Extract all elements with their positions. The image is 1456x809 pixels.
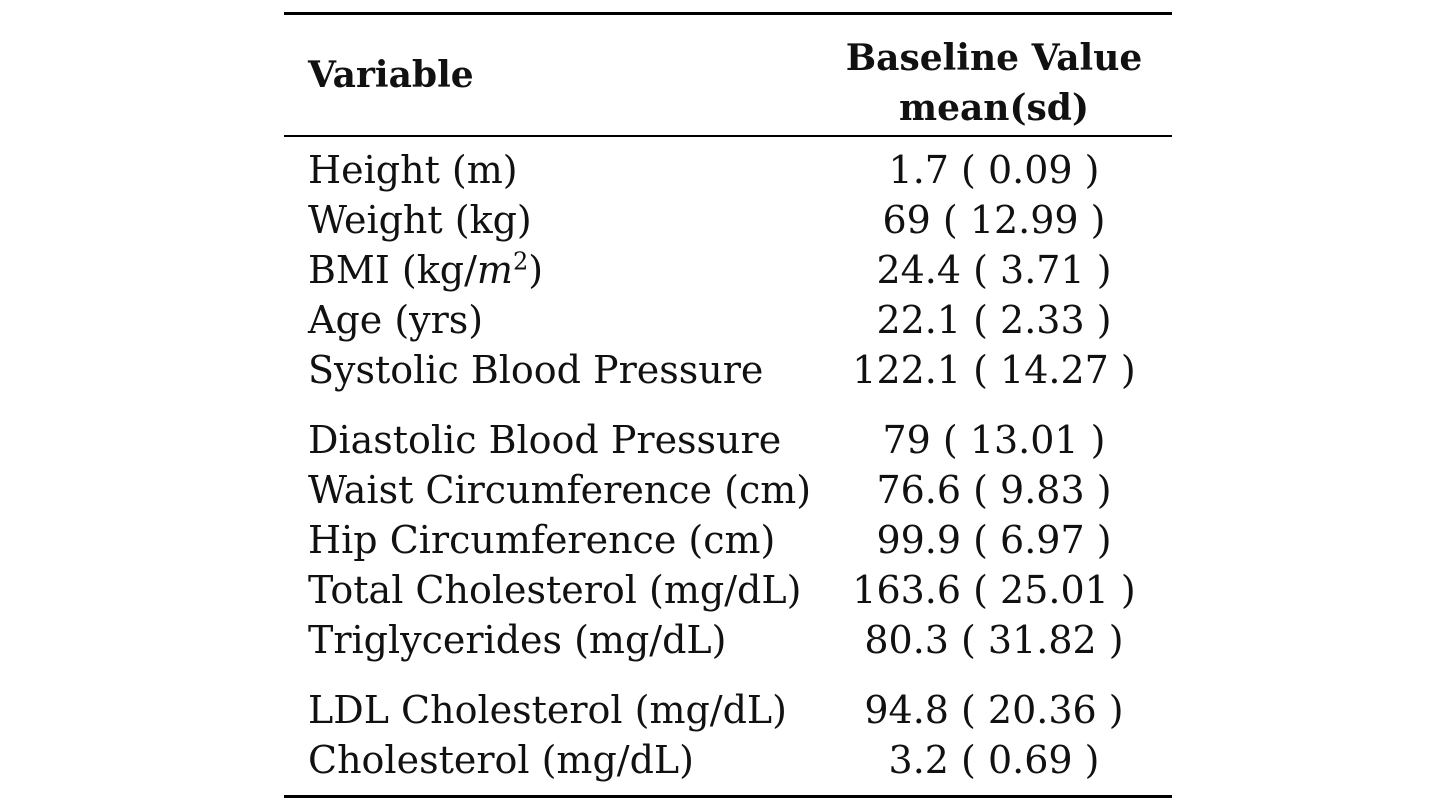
table-body: Height (m) 1.7 ( 0.09 ) Weight (kg) 69 (… xyxy=(284,137,1172,795)
table-row: Cholesterol (mg/dL) 3.2 ( 0.69 ) xyxy=(284,735,1172,785)
row-variable: LDL Cholesterol (mg/dL) xyxy=(308,688,787,732)
table-row: Waist Circumference (cm) 76.6 ( 9.83 ) xyxy=(284,465,1172,515)
row-value: 24.4 ( 3.71 ) xyxy=(876,248,1112,292)
row-value: 76.6 ( 9.83 ) xyxy=(876,468,1112,512)
row-variable: Height (m) xyxy=(308,148,518,192)
table-bottom-rule xyxy=(284,795,1172,798)
table-row: Height (m) 1.7 ( 0.09 ) xyxy=(284,145,1172,195)
row-value: 94.8 ( 20.36 ) xyxy=(864,688,1124,732)
header-value-line1: Baseline Value xyxy=(845,37,1143,79)
row-value: 122.1 ( 14.27 ) xyxy=(852,348,1136,392)
row-value: 163.6 ( 25.01 ) xyxy=(852,568,1136,612)
header-value-line2: mean(sd) xyxy=(898,87,1089,129)
header-variable: Variable xyxy=(308,54,474,96)
table-row: Weight (kg) 69 ( 12.99 ) xyxy=(284,195,1172,245)
row-value: 99.9 ( 6.97 ) xyxy=(876,518,1112,562)
row-value: 22.1 ( 2.33 ) xyxy=(876,298,1112,342)
table-row: Systolic Blood Pressure 122.1 ( 14.27 ) xyxy=(284,345,1172,395)
row-value: 3.2 ( 0.69 ) xyxy=(888,738,1100,782)
row-variable: Total Cholesterol (mg/dL) xyxy=(308,568,802,612)
row-variable: Triglycerides (mg/dL) xyxy=(308,618,727,662)
row-value: 1.7 ( 0.09 ) xyxy=(888,148,1100,192)
row-value: 79 ( 13.01 ) xyxy=(882,418,1106,462)
row-variable: Weight (kg) xyxy=(308,198,532,242)
table-row: BMI (kg/m2) 24.4 ( 3.71 ) xyxy=(284,245,1172,295)
table-header: Variable Baseline Value mean(sd) xyxy=(284,15,1172,135)
row-value: 69 ( 12.99 ) xyxy=(882,198,1106,242)
baseline-table: Variable Baseline Value mean(sd) Height … xyxy=(284,12,1172,798)
table-row: Hip Circumference (cm) 99.9 ( 6.97 ) xyxy=(284,515,1172,565)
row-variable: Systolic Blood Pressure xyxy=(308,348,764,392)
table-row: LDL Cholesterol (mg/dL) 94.8 ( 20.36 ) xyxy=(284,685,1172,735)
table-row: Diastolic Blood Pressure 79 ( 13.01 ) xyxy=(284,415,1172,465)
table-row: Total Cholesterol (mg/dL) 163.6 ( 25.01 … xyxy=(284,565,1172,615)
row-variable: Diastolic Blood Pressure xyxy=(308,418,782,462)
bmi-superscript: 2 xyxy=(512,247,529,276)
row-variable: Age (yrs) xyxy=(308,298,484,342)
bmi-prefix: BMI (kg/ xyxy=(308,248,477,292)
table-header-rule xyxy=(284,135,1172,137)
row-variable: Cholesterol (mg/dL) xyxy=(308,738,694,782)
table-row: Triglycerides (mg/dL) 80.3 ( 31.82 ) xyxy=(284,615,1172,665)
table-top-rule xyxy=(284,12,1172,15)
bmi-suffix: ) xyxy=(528,248,544,292)
table-row: Age (yrs) 22.1 ( 2.33 ) xyxy=(284,295,1172,345)
row-variable: Hip Circumference (cm) xyxy=(308,518,776,562)
bmi-math-m: m xyxy=(476,248,513,292)
row-variable: Waist Circumference (cm) xyxy=(308,468,812,512)
header-baseline-value: Baseline Value mean(sd) xyxy=(824,33,1164,133)
row-value: 80.3 ( 31.82 ) xyxy=(864,618,1124,662)
row-variable: BMI (kg/m2) xyxy=(308,245,543,295)
